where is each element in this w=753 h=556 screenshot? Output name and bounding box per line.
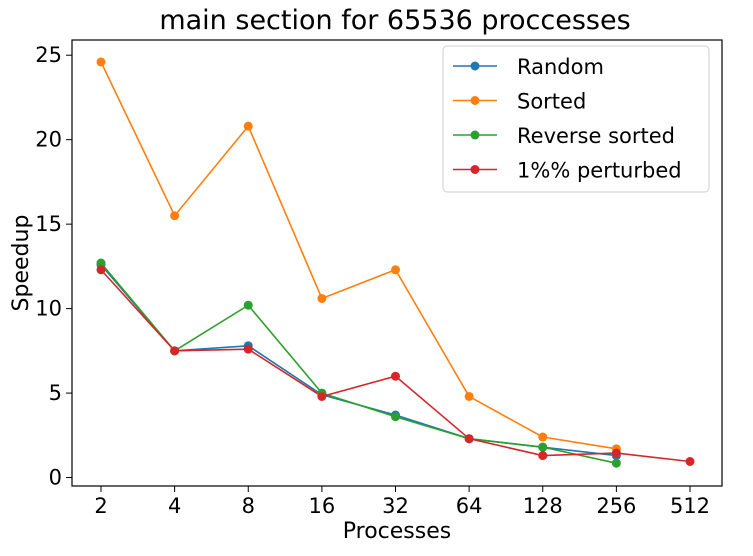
data-point	[243, 121, 253, 131]
data-point	[170, 346, 180, 356]
data-point	[391, 371, 400, 381]
x-tick-label: 128	[523, 494, 563, 518]
data-point	[464, 391, 474, 401]
chart-title: main section for 65536 proccesses	[159, 5, 630, 36]
legend-marker	[470, 130, 480, 140]
legend: Random Sorted Reverse sorted 1%% perturbed	[442, 45, 710, 193]
legend-label: Sorted	[517, 90, 586, 114]
data-point	[243, 300, 253, 310]
data-point	[538, 432, 548, 442]
data-point	[170, 211, 180, 221]
legend-label: 1%% perturbed	[517, 159, 682, 183]
series-line-3	[100, 269, 691, 463]
data-point	[538, 451, 548, 461]
data-point	[317, 293, 327, 303]
y-tick-label: 15	[35, 212, 62, 236]
series-line-1	[100, 61, 617, 450]
x-tick-label: 32	[382, 494, 409, 518]
y-axis-label: Speedup	[9, 215, 34, 312]
y-tick-label: 25	[35, 43, 62, 67]
y-tick-label: 20	[35, 128, 62, 152]
x-tick-label: 64	[456, 494, 483, 518]
data-point	[391, 412, 400, 422]
y-tick-label: 0	[49, 466, 62, 490]
data-point	[96, 258, 106, 268]
data-point	[243, 344, 253, 354]
x-tick-label: 2	[94, 494, 107, 518]
data-point	[317, 391, 327, 401]
x-tick-label: 4	[168, 494, 181, 518]
legend-marker	[470, 61, 480, 71]
data-point	[391, 265, 400, 275]
data-point	[611, 448, 621, 458]
legend-label: Reverse sorted	[517, 124, 675, 148]
data-point	[96, 57, 106, 67]
series-points	[96, 57, 695, 468]
legend-label: Random	[517, 55, 604, 79]
legend-box	[442, 45, 710, 193]
x-tick-label: 256	[596, 494, 636, 518]
data-point	[96, 265, 106, 275]
x-tick-label: 8	[242, 494, 255, 518]
data-point	[685, 457, 695, 467]
data-point	[611, 458, 621, 468]
legend-marker	[470, 165, 480, 174]
legend-marker	[470, 96, 480, 105]
y-tick-label: 5	[49, 381, 62, 405]
x-tick-label: 512	[670, 494, 710, 518]
series-line-0	[100, 264, 617, 457]
x-tick-label: 16	[309, 494, 336, 518]
data-point	[538, 442, 548, 452]
series-line-2	[100, 262, 617, 464]
x-axis-label: Processes	[343, 519, 451, 544]
plot-area	[71, 39, 723, 487]
data-point	[464, 434, 474, 444]
y-tick-label: 10	[35, 297, 62, 321]
axis-ticks: 2 4 8 16 32 64 128 256 512 0 5 10 15 20 25	[35, 43, 710, 518]
